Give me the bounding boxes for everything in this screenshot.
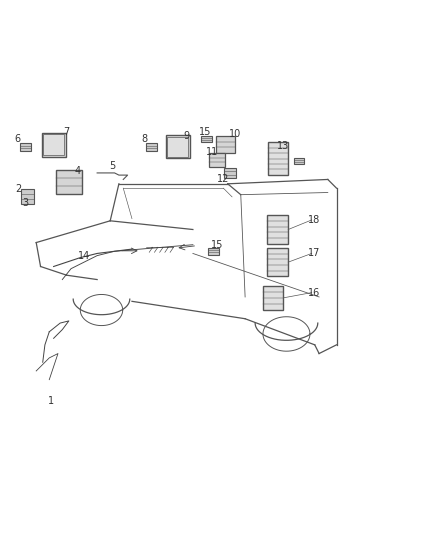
Bar (262, 286, 283, 310)
Text: 1: 1 (48, 397, 54, 407)
Bar (268, 142, 288, 175)
Bar (42, 133, 66, 157)
Text: 13: 13 (277, 141, 290, 150)
Text: 7: 7 (64, 127, 70, 138)
Text: 8: 8 (141, 134, 147, 144)
Bar (208, 153, 225, 167)
Text: 18: 18 (308, 215, 320, 225)
Text: 5: 5 (109, 161, 116, 172)
Text: 14: 14 (78, 251, 90, 261)
Bar (208, 248, 219, 255)
Bar (201, 136, 212, 142)
Text: 4: 4 (74, 166, 81, 176)
Text: 11: 11 (206, 148, 219, 157)
Bar (167, 137, 188, 157)
Bar (43, 134, 64, 155)
Text: 15: 15 (199, 126, 211, 136)
Text: 9: 9 (183, 131, 189, 141)
Text: 15: 15 (211, 240, 223, 250)
Text: 3: 3 (22, 198, 28, 208)
Text: 17: 17 (307, 248, 320, 259)
Bar (267, 248, 288, 276)
Bar (146, 143, 157, 151)
Bar (267, 215, 288, 244)
Text: 16: 16 (308, 288, 320, 297)
Bar (294, 158, 304, 164)
Bar (216, 136, 235, 153)
Bar (224, 168, 236, 177)
Bar (20, 143, 31, 151)
Text: 2: 2 (15, 184, 21, 194)
Text: 12: 12 (217, 174, 230, 184)
Bar (56, 169, 82, 193)
Text: 10: 10 (230, 129, 242, 139)
Bar (21, 189, 34, 205)
Bar (166, 135, 190, 158)
Text: 6: 6 (15, 134, 21, 144)
